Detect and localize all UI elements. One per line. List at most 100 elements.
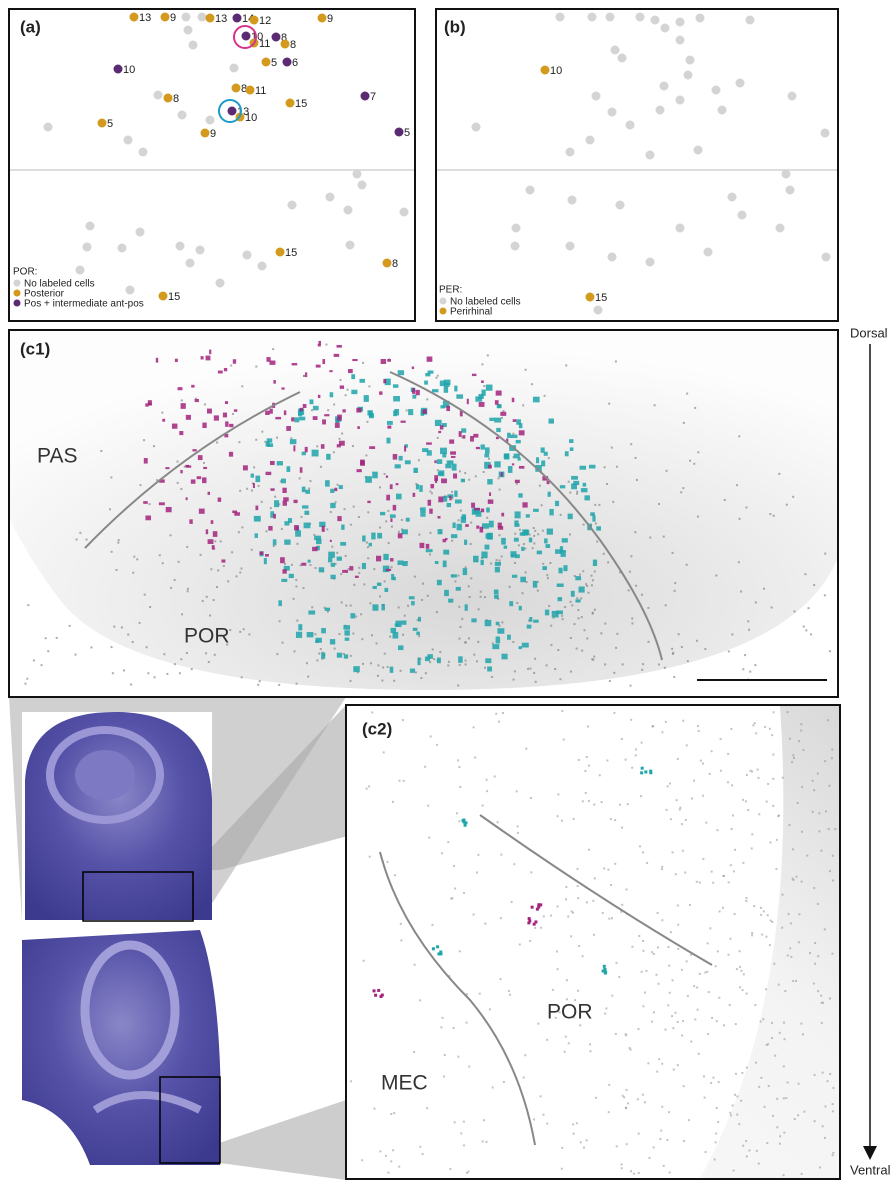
speck <box>116 569 118 571</box>
speck <box>686 960 688 962</box>
speck <box>149 503 151 505</box>
unlabeled-dot <box>588 13 597 22</box>
speck <box>758 1086 760 1088</box>
speck <box>711 750 713 752</box>
unlabeled-dot <box>186 259 195 268</box>
speck <box>258 485 260 487</box>
speck <box>419 999 421 1001</box>
unlabeled-dot <box>646 151 655 160</box>
magenta-cell <box>234 409 237 412</box>
unlabeled-dot <box>86 222 95 231</box>
speck <box>149 606 151 608</box>
speck <box>181 613 183 615</box>
speck <box>525 369 527 371</box>
speck <box>570 637 572 639</box>
magenta-cell <box>393 505 396 511</box>
speck <box>797 1114 799 1116</box>
arrow-head <box>863 1146 877 1160</box>
cyan-cell <box>330 489 334 493</box>
speck <box>369 856 371 858</box>
speck <box>820 995 822 997</box>
magenta-cell <box>522 502 527 507</box>
labeled-cell <box>464 821 467 824</box>
speck <box>802 749 804 751</box>
speck <box>544 395 546 397</box>
speck <box>296 620 298 622</box>
magenta-cell <box>189 519 192 524</box>
speck <box>772 1115 774 1117</box>
speck <box>761 934 763 936</box>
magenta-cell <box>427 356 433 361</box>
speck <box>403 780 405 782</box>
speck <box>813 584 815 586</box>
speck <box>825 810 827 812</box>
labeled-dot <box>383 259 392 268</box>
magenta-cell <box>269 409 272 414</box>
speck <box>458 606 460 608</box>
speck <box>690 1041 692 1043</box>
speck <box>579 1024 581 1026</box>
magenta-cell <box>301 563 306 566</box>
speck <box>557 649 559 651</box>
magenta-cell <box>495 400 499 405</box>
magenta-cell <box>413 493 416 497</box>
speck <box>702 795 704 797</box>
speck <box>653 1146 655 1148</box>
speck <box>377 664 379 666</box>
magenta-cell <box>225 401 228 404</box>
cyan-cell <box>325 480 330 486</box>
speck <box>424 766 426 768</box>
magenta-cell <box>369 446 375 449</box>
speck <box>518 544 520 546</box>
magenta-cell <box>273 514 276 519</box>
speck <box>366 421 368 423</box>
cyan-cell <box>438 529 443 534</box>
cyan-cell <box>435 561 439 564</box>
speck <box>640 795 642 797</box>
cyan-cell <box>516 440 521 444</box>
speck <box>530 797 532 799</box>
speck <box>760 907 762 909</box>
speck <box>831 953 833 955</box>
cyan-cell <box>458 656 463 662</box>
speck <box>680 491 682 493</box>
speck <box>600 632 602 634</box>
speck <box>674 590 676 592</box>
speck <box>743 973 745 975</box>
labeled-dot <box>272 33 281 42</box>
speck <box>474 756 476 758</box>
cyan-cell <box>562 538 568 542</box>
speck <box>422 1153 424 1155</box>
speck <box>722 907 724 909</box>
speck <box>697 516 699 518</box>
speck <box>602 912 604 914</box>
magenta-cell <box>223 413 227 418</box>
speck <box>712 882 714 884</box>
speck <box>457 575 459 577</box>
cyan-cell <box>501 654 507 660</box>
cyan-cell <box>445 464 451 468</box>
speck <box>109 508 111 510</box>
magenta-cell <box>387 426 391 429</box>
speck <box>824 1137 826 1139</box>
speck <box>460 626 462 628</box>
speck <box>744 654 746 656</box>
cyan-cell <box>589 465 596 469</box>
cyan-cell <box>289 574 294 578</box>
speck <box>398 1166 400 1168</box>
speck <box>584 629 586 631</box>
unlabeled-dot <box>44 123 53 132</box>
speck <box>358 572 360 574</box>
dot-label: 12 <box>259 15 271 27</box>
cyan-cell <box>521 547 524 551</box>
speck <box>576 1122 578 1124</box>
speck <box>111 646 113 648</box>
magenta-cell <box>412 367 414 370</box>
speck <box>432 648 434 650</box>
speck <box>832 1087 834 1089</box>
cyan-cell <box>308 610 315 614</box>
labeled-cell <box>432 947 435 950</box>
speck <box>422 583 424 585</box>
speck <box>679 809 681 811</box>
cyan-cell <box>372 604 378 610</box>
